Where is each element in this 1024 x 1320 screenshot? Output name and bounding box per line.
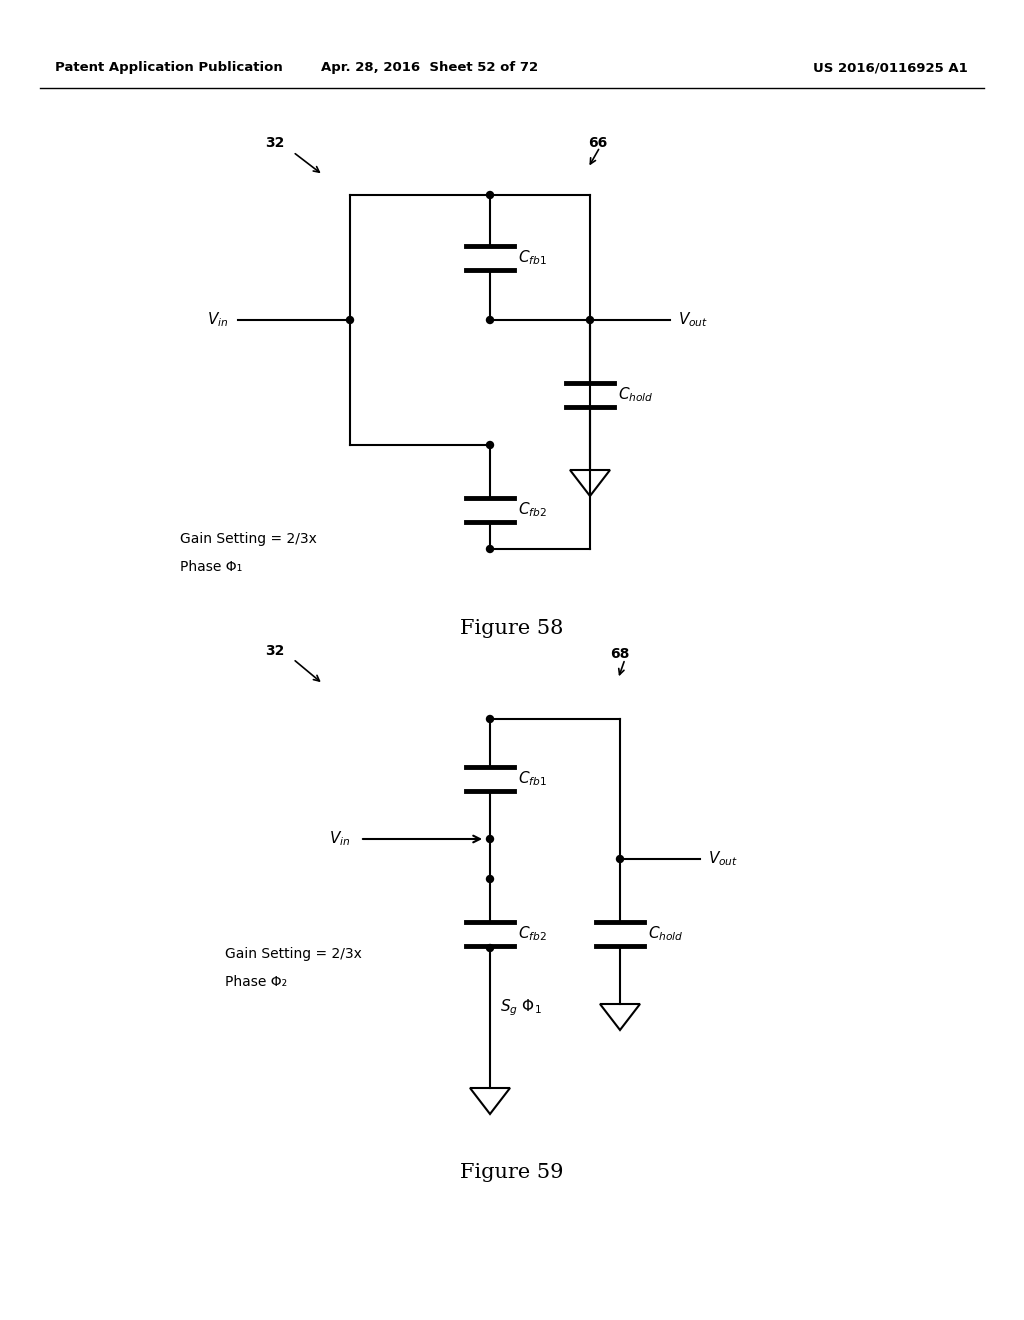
Text: Gain Setting = 2/3x: Gain Setting = 2/3x	[180, 532, 316, 546]
Text: $V_{out}$: $V_{out}$	[708, 850, 738, 869]
Text: 68: 68	[610, 647, 630, 661]
Text: Apr. 28, 2016  Sheet 52 of 72: Apr. 28, 2016 Sheet 52 of 72	[322, 62, 539, 74]
Circle shape	[486, 317, 494, 323]
Text: Phase Φ₁: Phase Φ₁	[180, 560, 243, 574]
Text: 32: 32	[265, 136, 285, 150]
Text: 32: 32	[265, 644, 285, 657]
Text: $C_{fb2}$: $C_{fb2}$	[518, 500, 547, 519]
Text: US 2016/0116925 A1: US 2016/0116925 A1	[813, 62, 968, 74]
Text: Patent Application Publication: Patent Application Publication	[55, 62, 283, 74]
Text: $V_{in}$: $V_{in}$	[207, 310, 228, 330]
Text: $V_{in}$: $V_{in}$	[329, 830, 350, 849]
Circle shape	[486, 441, 494, 449]
Circle shape	[616, 855, 624, 862]
Circle shape	[486, 836, 494, 842]
Text: Figure 58: Figure 58	[461, 619, 563, 639]
Text: 66: 66	[588, 136, 607, 150]
Circle shape	[486, 191, 494, 198]
Text: $C_{fb1}$: $C_{fb1}$	[518, 770, 547, 788]
Text: Phase Φ₂: Phase Φ₂	[225, 975, 287, 989]
Circle shape	[486, 715, 494, 722]
Text: Gain Setting = 2/3x: Gain Setting = 2/3x	[225, 946, 361, 961]
Text: $C_{hold}$: $C_{hold}$	[618, 385, 653, 404]
Text: $C_{fb1}$: $C_{fb1}$	[518, 248, 547, 267]
Circle shape	[486, 545, 494, 553]
Circle shape	[486, 945, 494, 952]
Circle shape	[587, 317, 594, 323]
Text: $V_{out}$: $V_{out}$	[678, 310, 709, 330]
Circle shape	[486, 875, 494, 883]
Circle shape	[346, 317, 353, 323]
Text: $C_{fb2}$: $C_{fb2}$	[518, 924, 547, 944]
Text: $C_{hold}$: $C_{hold}$	[648, 924, 684, 944]
Text: Figure 59: Figure 59	[460, 1163, 564, 1183]
Text: $S_g\ \Phi_1$: $S_g\ \Phi_1$	[500, 998, 542, 1018]
